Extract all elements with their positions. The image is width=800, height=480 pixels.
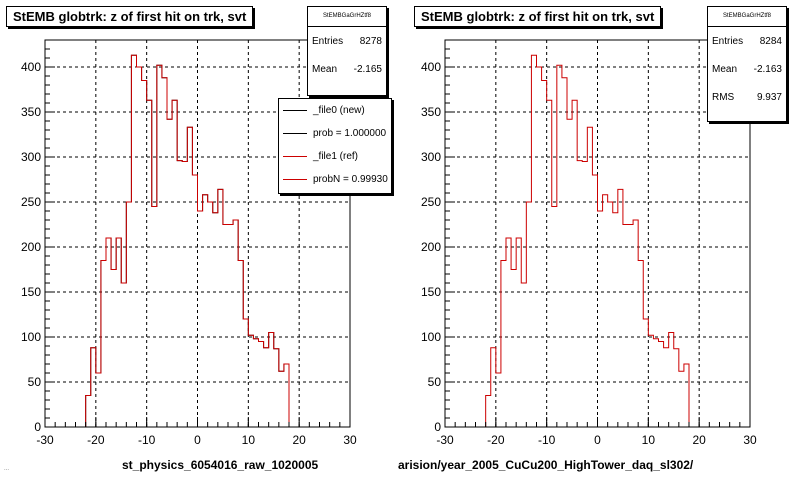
y-tick-label: 0 (34, 420, 41, 434)
y-tick-label: 200 (421, 240, 441, 254)
y-tick-label: 150 (421, 285, 441, 299)
stats-label: Mean (312, 63, 338, 75)
y-tick-label: 50 (428, 375, 442, 389)
y-tick-label: 400 (21, 60, 41, 74)
stats-row-mean: Mean -2.165 (308, 55, 386, 83)
legend-line (283, 133, 307, 134)
y-tick-label: 350 (421, 105, 441, 119)
left-footer-filename: st_physics_6054016_raw_1020005 (122, 458, 319, 472)
x-tick-label: 10 (642, 433, 656, 447)
stats-value: 8278 (359, 35, 382, 47)
x-tick-label: -10 (538, 433, 556, 447)
legend-label: _file1 (ref) (313, 151, 359, 162)
stats-label: Entries (312, 35, 344, 47)
x-tick-label: 0 (594, 433, 601, 447)
legend-label: _file0 (new) (313, 105, 365, 116)
stats-label: RMS (712, 91, 735, 103)
left-legend: _file0 (new) prob = 1.000000 _file1 (ref… (278, 98, 392, 194)
x-tick-label: 10 (242, 433, 256, 447)
x-tick-label: -20 (487, 433, 505, 447)
y-tick-label: 300 (21, 150, 41, 164)
x-tick-label: 30 (343, 433, 357, 447)
legend-entry-probn: probN = 0.99930 (279, 168, 391, 191)
stats-label: Mean (712, 63, 738, 75)
y-tick-label: 250 (21, 195, 41, 209)
legend-line (283, 156, 307, 157)
histogram-series-file1-ref (45, 54, 350, 428)
y-tick-label: 400 (421, 60, 441, 74)
legend-entry-new: _file0 (new) (279, 99, 391, 122)
stats-value: -2.163 (753, 63, 782, 75)
stats-value: 8284 (759, 35, 782, 47)
x-tick-label: -30 (436, 433, 454, 447)
legend-line (283, 110, 307, 111)
y-tick-label: 100 (421, 330, 441, 344)
y-tick-label: 50 (28, 375, 42, 389)
y-tick-label: 200 (21, 240, 41, 254)
right-title: StEMB globtrk: z of first hit on trk, sv… (414, 6, 662, 27)
y-tick-label: 250 (421, 195, 441, 209)
left-title: StEMB globtrk: z of first hit on trk, sv… (6, 6, 254, 27)
x-tick-label: -30 (36, 433, 54, 447)
x-tick-label: 30 (743, 433, 757, 447)
y-tick-label: 0 (434, 420, 441, 434)
left-footer-tiny: ... (4, 466, 10, 472)
stats-row-entries: Entries 8278 (308, 27, 386, 55)
stats-value: 9.937 (756, 91, 782, 103)
x-tick-label: 0 (194, 433, 201, 447)
stats-value: -2.165 (353, 63, 382, 75)
left-stats-box: StEMBGaGrHZtf8 Entries 8278 Mean -2.165 (307, 6, 387, 96)
right-stats-box: StEMBGaGrHZtf8 Entries 8284 Mean -2.163 … (707, 6, 787, 122)
x-tick-label: -20 (87, 433, 105, 447)
stats-row-mean: Mean -2.163 (708, 55, 786, 83)
y-tick-label: 350 (21, 105, 41, 119)
legend-line (283, 179, 307, 180)
stats-header: StEMBGaGrHZtf8 (308, 7, 386, 27)
y-tick-label: 100 (21, 330, 41, 344)
stats-row-rms: RMS 9.937 (708, 83, 786, 111)
stats-label: Entries (712, 35, 744, 47)
y-tick-label: 300 (421, 150, 441, 164)
stats-header: StEMBGaGrHZtf8 (708, 7, 786, 27)
legend-label: probN = 0.99930 (313, 174, 388, 185)
stats-row-entries: Entries 8284 (708, 27, 786, 55)
y-tick-label: 150 (21, 285, 41, 299)
x-tick-label: 20 (292, 433, 306, 447)
legend-entry-prob: prob = 1.000000 (279, 122, 391, 145)
right-footer-path: arision/year_2005_CuCu200_HighTower_daq_… (398, 458, 694, 472)
histogram-series-file1-ref (445, 54, 750, 428)
x-tick-label: -10 (138, 433, 156, 447)
legend-entry-ref: _file1 (ref) (279, 145, 391, 168)
legend-label: prob = 1.000000 (313, 128, 387, 139)
x-tick-label: 20 (692, 433, 706, 447)
